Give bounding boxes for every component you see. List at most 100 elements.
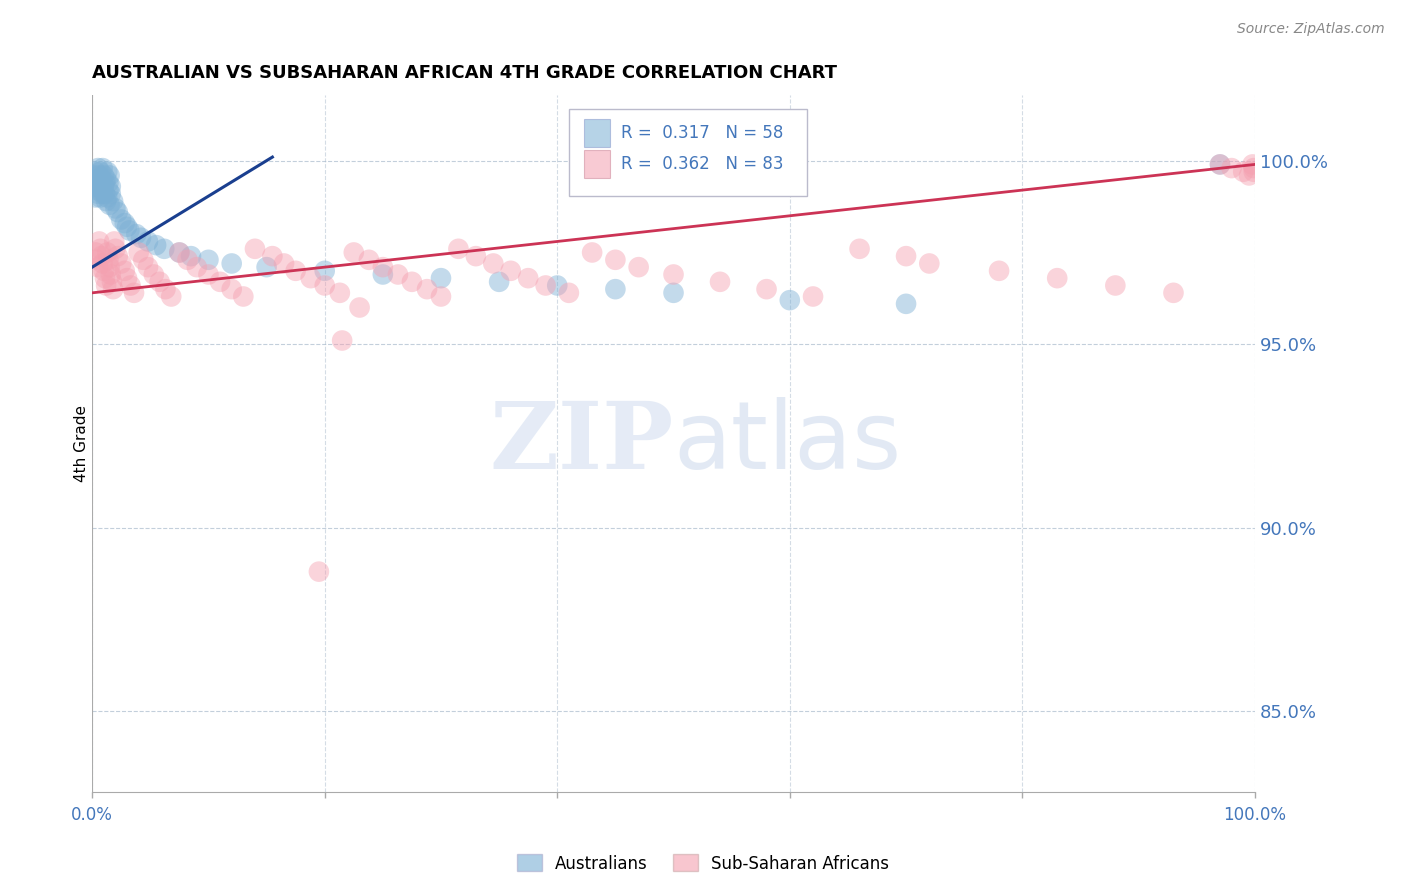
Point	[87, 260, 110, 274]
Point	[801, 289, 824, 303]
Point	[129, 231, 152, 245]
Point	[209, 275, 232, 289]
Text: 0.0%: 0.0%	[72, 805, 112, 823]
Point	[136, 235, 159, 249]
Point	[1243, 161, 1265, 175]
Point	[988, 264, 1011, 278]
Point	[136, 260, 159, 274]
Point	[155, 282, 177, 296]
Point	[120, 278, 142, 293]
Point	[107, 249, 129, 263]
Point	[91, 256, 114, 270]
Point	[91, 186, 114, 201]
Point	[84, 245, 107, 260]
Point	[627, 260, 650, 274]
Point	[1243, 165, 1265, 179]
Point	[101, 282, 124, 296]
Point	[100, 268, 122, 282]
Point	[779, 293, 801, 308]
Point	[93, 264, 115, 278]
Point	[94, 172, 117, 186]
Point	[243, 242, 266, 256]
Point	[84, 190, 107, 204]
Point	[1209, 157, 1232, 171]
Point	[94, 194, 117, 208]
Point	[349, 301, 371, 315]
Point	[534, 278, 557, 293]
Point	[94, 176, 117, 190]
Text: R =  0.317   N = 58: R = 0.317 N = 58	[621, 124, 783, 142]
Point	[329, 285, 352, 300]
Point	[87, 186, 110, 201]
Point	[86, 252, 108, 267]
Point	[197, 252, 219, 267]
Point	[118, 223, 141, 237]
Point	[98, 169, 121, 183]
Point	[447, 242, 470, 256]
Point	[1232, 165, 1254, 179]
Legend: Australians, Sub-Saharan Africans: Australians, Sub-Saharan Africans	[510, 847, 896, 880]
Point	[90, 249, 112, 263]
Point	[605, 252, 627, 267]
Y-axis label: 4th Grade: 4th Grade	[75, 405, 89, 482]
Point	[93, 169, 115, 183]
Point	[371, 268, 394, 282]
Point	[401, 275, 423, 289]
FancyBboxPatch shape	[583, 151, 610, 178]
Point	[114, 216, 136, 230]
Point	[96, 165, 118, 179]
Point	[83, 169, 105, 183]
Point	[149, 275, 172, 289]
Point	[142, 268, 165, 282]
Point	[314, 278, 336, 293]
Point	[314, 264, 336, 278]
Point	[98, 260, 121, 274]
Point	[186, 260, 208, 274]
Point	[709, 275, 731, 289]
Point	[357, 252, 380, 267]
Text: R =  0.362   N = 83: R = 0.362 N = 83	[621, 155, 783, 173]
Point	[97, 183, 120, 197]
Point	[132, 252, 155, 267]
Text: atlas: atlas	[673, 397, 901, 489]
Point	[97, 176, 120, 190]
Point	[605, 282, 627, 296]
Point	[115, 219, 138, 234]
Point	[232, 289, 254, 303]
Point	[262, 249, 284, 263]
Point	[89, 165, 111, 179]
Point	[107, 205, 129, 219]
Point	[89, 235, 111, 249]
Point	[517, 271, 540, 285]
Point	[91, 161, 114, 175]
Point	[104, 202, 127, 216]
Point	[894, 297, 917, 311]
Point	[97, 252, 120, 267]
Point	[93, 179, 115, 194]
Point	[89, 169, 111, 183]
Point	[273, 256, 295, 270]
Point	[581, 245, 603, 260]
Text: AUSTRALIAN VS SUBSAHARAN AFRICAN 4TH GRADE CORRELATION CHART: AUSTRALIAN VS SUBSAHARAN AFRICAN 4TH GRA…	[93, 64, 837, 82]
Point	[176, 252, 198, 267]
Point	[371, 260, 394, 274]
Point	[115, 271, 138, 285]
Point	[83, 179, 105, 194]
Text: 100.0%: 100.0%	[1223, 805, 1286, 823]
Point	[180, 249, 202, 263]
Point	[343, 245, 366, 260]
Point	[284, 264, 307, 278]
Point	[101, 275, 124, 289]
Point	[90, 172, 112, 186]
Point	[98, 198, 121, 212]
Point	[430, 289, 453, 303]
Point	[122, 285, 145, 300]
Point	[482, 256, 505, 270]
Point	[145, 238, 167, 252]
Text: ZIP: ZIP	[489, 398, 673, 488]
Point	[1241, 157, 1264, 171]
Point	[755, 282, 778, 296]
Point	[387, 268, 409, 282]
Point	[256, 260, 278, 274]
Point	[197, 268, 219, 282]
